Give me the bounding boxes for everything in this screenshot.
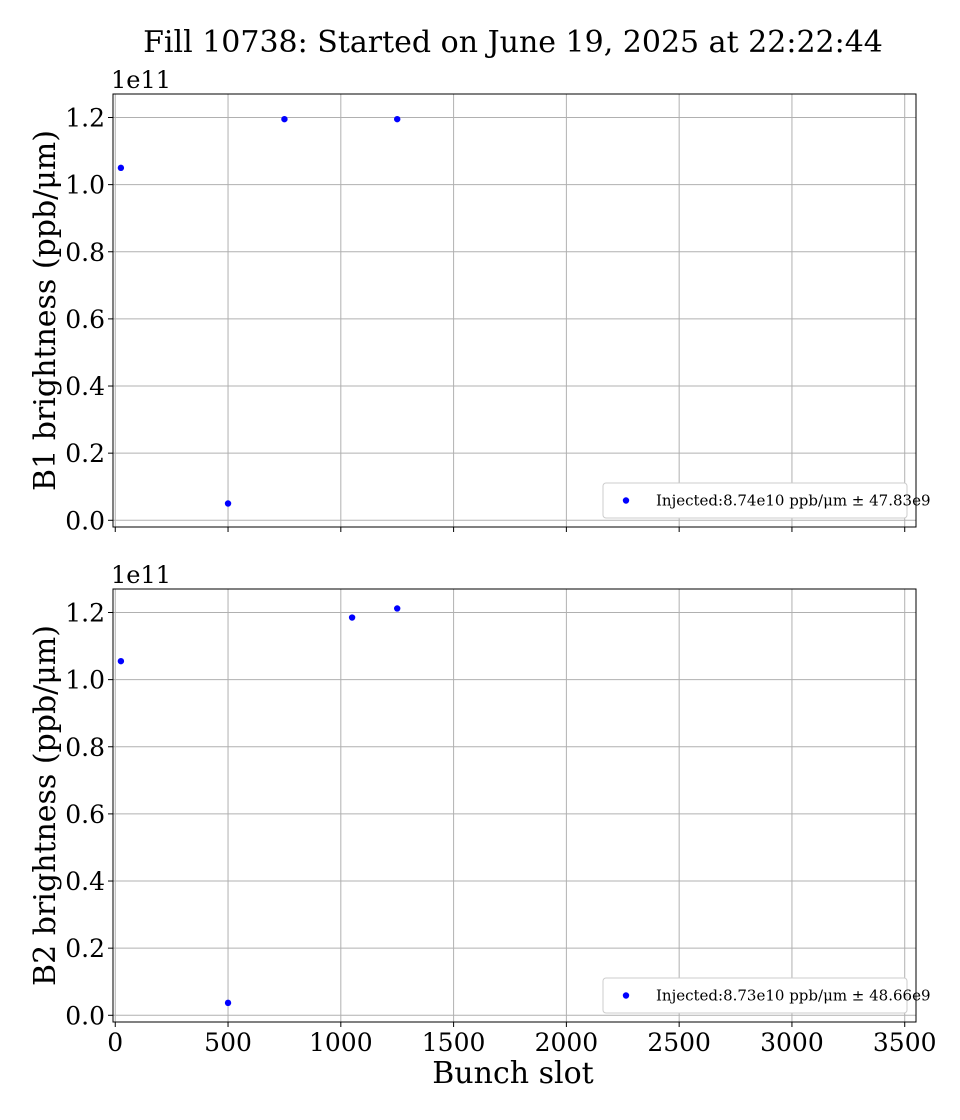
y-tick-label: 0.8 xyxy=(65,238,105,267)
data-point xyxy=(394,115,401,123)
y-tick-label: 0.0 xyxy=(65,506,105,535)
data-point xyxy=(224,500,232,507)
y-tick-label: 0.4 xyxy=(65,372,105,401)
x-tick-label: 1500 xyxy=(422,1028,486,1057)
legend-marker xyxy=(622,497,630,504)
y-axis-multiplier: 1e11 xyxy=(111,66,171,94)
y-axis-label: B1 brightness (ppb/μm) xyxy=(28,130,63,491)
data-point xyxy=(224,999,232,1007)
legend-label: Injected:8.74e10 ppb/μm ± 47.83e9 xyxy=(656,492,931,510)
data-point xyxy=(281,115,288,123)
y-tick-label: 0.8 xyxy=(65,733,105,762)
y-axis-label: B2 brightness (ppb/μm) xyxy=(28,625,63,986)
legend-box xyxy=(602,482,908,519)
y-tick-label: 1.2 xyxy=(65,598,105,627)
y-tick-label: 0.6 xyxy=(65,800,105,829)
data-point xyxy=(117,657,125,665)
panel-2: 0 500 1000 1500 2000 2500 3000 3500 0.0 0.2 0.4 0.6… xyxy=(28,561,937,1057)
plot-frame xyxy=(112,588,917,1023)
y-axis-multiplier: 1e11 xyxy=(111,561,171,589)
x-tick-label: 3500 xyxy=(873,1028,937,1057)
y-tick-label: 0.4 xyxy=(65,867,105,896)
figure-title: Fill 10738: Started on June 19, 2025 at … xyxy=(143,25,883,60)
y-tick-label: 0.2 xyxy=(65,934,105,963)
x-axis-label: Bunch slot xyxy=(432,1056,593,1091)
legend-box xyxy=(602,977,908,1014)
y-tick-label: 0.2 xyxy=(65,439,105,468)
x-tick-label: 2500 xyxy=(647,1028,711,1057)
legend-marker xyxy=(622,992,630,999)
data-point xyxy=(394,605,401,612)
x-tick-label: 2000 xyxy=(535,1028,599,1057)
data-point xyxy=(117,164,125,172)
plot-frame xyxy=(112,93,917,528)
x-tick-label: 1000 xyxy=(309,1028,373,1057)
y-tick-label: 0.6 xyxy=(65,305,105,334)
y-tick-label: 1.0 xyxy=(65,171,105,200)
x-tick-label: 500 xyxy=(204,1028,252,1057)
y-tick-label: 1.2 xyxy=(65,103,105,132)
data-point xyxy=(348,614,356,621)
x-tick-label: 0 xyxy=(107,1028,123,1057)
x-tick-label: 3000 xyxy=(760,1028,824,1057)
y-tick-label: 1.0 xyxy=(65,666,105,695)
legend-label: Injected:8.73e10 ppb/μm ± 48.66e9 xyxy=(656,987,931,1005)
y-tick-label: 0.0 xyxy=(65,1001,105,1030)
